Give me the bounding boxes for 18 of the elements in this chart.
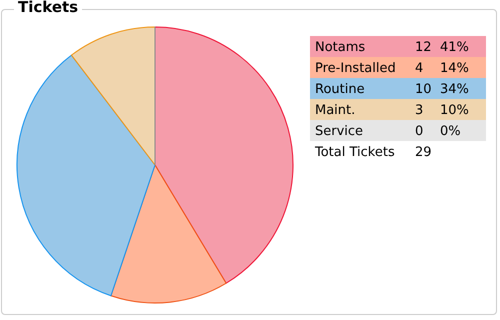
text: 41% xyxy=(440,40,469,55)
text: 29 xyxy=(415,145,432,160)
legend-label: Pre-Installed xyxy=(315,61,396,76)
data-label: 3 xyxy=(415,103,424,118)
legend-label: Maint. xyxy=(315,103,356,118)
chart-title: Tickets xyxy=(14,0,82,16)
data-label: 4 xyxy=(415,61,424,76)
text: 34% xyxy=(440,82,469,97)
legend-label: Service xyxy=(315,124,364,139)
data-label: 10 xyxy=(415,82,432,97)
text: 14% xyxy=(440,61,469,76)
text: 10% xyxy=(440,103,469,118)
legend-label: Notams xyxy=(315,40,366,55)
data-label: 12 xyxy=(415,40,432,55)
legend-label: Routine xyxy=(315,82,365,97)
text: Total Tickets xyxy=(314,145,395,160)
text: 0% xyxy=(440,124,461,139)
text: 0 xyxy=(415,124,424,139)
